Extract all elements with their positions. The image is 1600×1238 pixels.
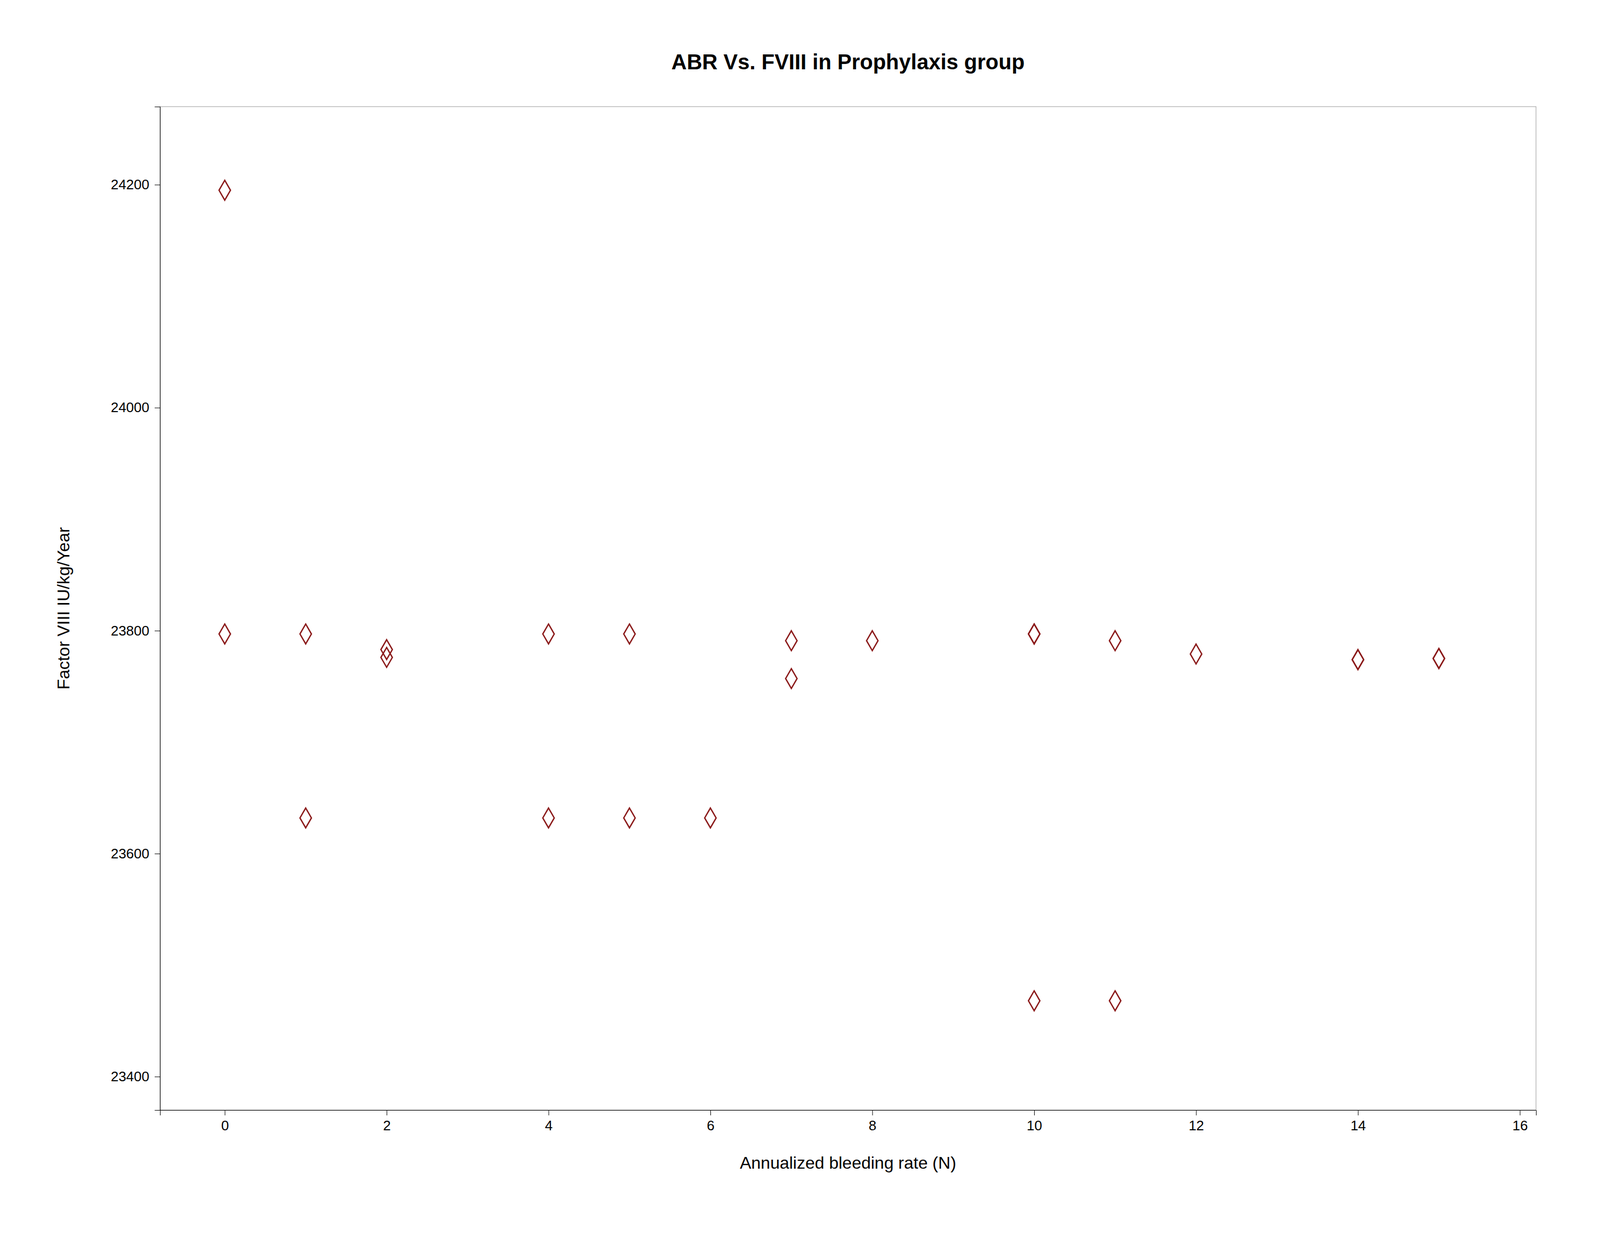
tick: 14 — [1350, 1110, 1366, 1134]
point — [1190, 644, 1202, 664]
tick-mark — [710, 1110, 711, 1116]
tick-label: 24200 — [110, 176, 150, 193]
point — [1028, 624, 1040, 644]
tick-label: 8 — [868, 1117, 877, 1134]
y-axis: 23400 23600 23800 24000 24200 — [110, 107, 161, 1111]
point — [623, 624, 635, 644]
tick: 8 — [868, 1110, 877, 1134]
tick: 23600 — [110, 845, 160, 862]
point — [1109, 630, 1121, 651]
tick-mark — [154, 630, 160, 632]
tick: 24000 — [110, 399, 160, 416]
point — [1433, 648, 1445, 669]
point — [299, 624, 311, 644]
point — [1028, 624, 1040, 644]
tick: 12 — [1188, 1110, 1205, 1134]
chart-svg: 0 2 4 6 8 10 12 14 16 23400 23600 23800 24000 24200 AB… — [0, 0, 1600, 1238]
tick: 23400 — [110, 1068, 160, 1085]
tick-label: 10 — [1026, 1117, 1043, 1134]
tick: 2 — [382, 1110, 391, 1134]
point — [542, 624, 555, 644]
tick-label: 23400 — [110, 1068, 150, 1085]
tick-mark — [224, 1110, 226, 1116]
tick-mark — [154, 184, 160, 186]
y-axis-title: Factor VIII IU/kg/Year — [53, 526, 74, 690]
tick-mark — [1357, 1110, 1359, 1116]
tick-mark — [1520, 1110, 1521, 1116]
point — [1352, 650, 1364, 670]
point — [1028, 990, 1040, 1011]
point — [1433, 648, 1445, 669]
tick-mark — [154, 1076, 160, 1078]
point — [785, 630, 797, 651]
tick-label: 24000 — [110, 399, 150, 416]
point — [380, 647, 392, 668]
x-axis: 0 2 4 6 8 10 12 14 16 — [160, 1110, 1537, 1134]
x-axis-title: Annualized bleeding rate (N) — [739, 1153, 957, 1173]
tick-label: 2 — [382, 1117, 391, 1134]
plot-area: 0 2 4 6 8 10 12 14 16 23400 23600 23800 24000 24200 — [110, 106, 1537, 1134]
point — [866, 630, 878, 651]
tick-mark — [154, 408, 160, 409]
point — [299, 808, 311, 829]
point — [704, 808, 716, 829]
point — [623, 808, 635, 829]
tick: 23800 — [110, 622, 160, 639]
point — [1109, 990, 1121, 1011]
tick-label: 12 — [1188, 1117, 1205, 1134]
tick-mark — [1034, 1110, 1035, 1116]
tick-mark — [548, 1110, 549, 1116]
point — [219, 624, 231, 644]
tick: 6 — [706, 1110, 715, 1134]
chart-container: 0 2 4 6 8 10 12 14 16 23400 23600 23800 24000 24200 AB… — [0, 0, 1600, 1238]
points — [219, 180, 1445, 1011]
tick: 16 — [1512, 1110, 1528, 1134]
point — [380, 640, 392, 660]
axis-line — [160, 1110, 1537, 1117]
tick: 4 — [545, 1110, 553, 1134]
tick-mark — [872, 1110, 874, 1116]
tick-mark — [154, 853, 160, 855]
tick-label: 6 — [706, 1117, 715, 1134]
chart-title: ABR Vs. FVIII in Prophylaxis group — [671, 50, 1025, 74]
tick-label: 14 — [1350, 1117, 1366, 1134]
tick-label: 23800 — [110, 622, 150, 639]
tick-mark — [1196, 1110, 1197, 1116]
tick-label: 4 — [545, 1117, 553, 1134]
point — [219, 180, 231, 200]
tick-label: 0 — [221, 1117, 229, 1134]
tick-label: 16 — [1512, 1117, 1528, 1134]
tick-mark — [386, 1110, 388, 1116]
point — [542, 808, 555, 829]
point — [1352, 650, 1364, 670]
tick: 24200 — [110, 176, 160, 193]
tick: 10 — [1026, 1110, 1043, 1134]
plot-frame — [160, 106, 1536, 1111]
point — [785, 668, 797, 689]
axis-line — [154, 107, 161, 1111]
tick-label: 23600 — [110, 845, 150, 862]
tick: 0 — [221, 1110, 229, 1134]
